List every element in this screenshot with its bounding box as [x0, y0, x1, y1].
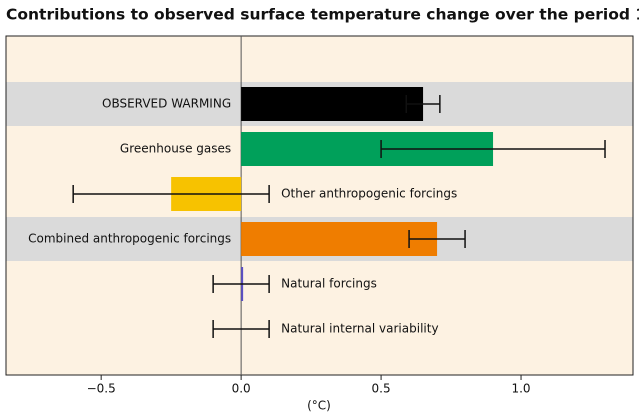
- bar: [241, 87, 424, 121]
- error-bar: [405, 95, 441, 113]
- error-bar: [408, 230, 466, 248]
- x-tick-label: −0.5: [87, 382, 116, 396]
- x-axis-label: (°C): [307, 399, 331, 413]
- category-label: Natural internal variability: [281, 322, 438, 336]
- category-label: Greenhouse gases: [120, 142, 231, 156]
- error-bar: [212, 275, 270, 293]
- x-tick-label: 1.0: [511, 382, 530, 396]
- error-bar: [72, 185, 270, 203]
- category-label: Combined anthropogenic forcings: [28, 232, 231, 246]
- x-tick-label: 0.0: [232, 382, 251, 396]
- category-label: Natural forcings: [281, 277, 377, 291]
- bar: [241, 222, 438, 256]
- error-bar: [380, 140, 606, 158]
- category-label: OBSERVED WARMING: [102, 97, 231, 111]
- x-tick-label: 0.5: [372, 382, 391, 396]
- chart-title: Contributions to observed surface temper…: [6, 6, 639, 24]
- error-bar: [212, 320, 270, 338]
- category-label: Other anthropogenic forcings: [281, 187, 457, 201]
